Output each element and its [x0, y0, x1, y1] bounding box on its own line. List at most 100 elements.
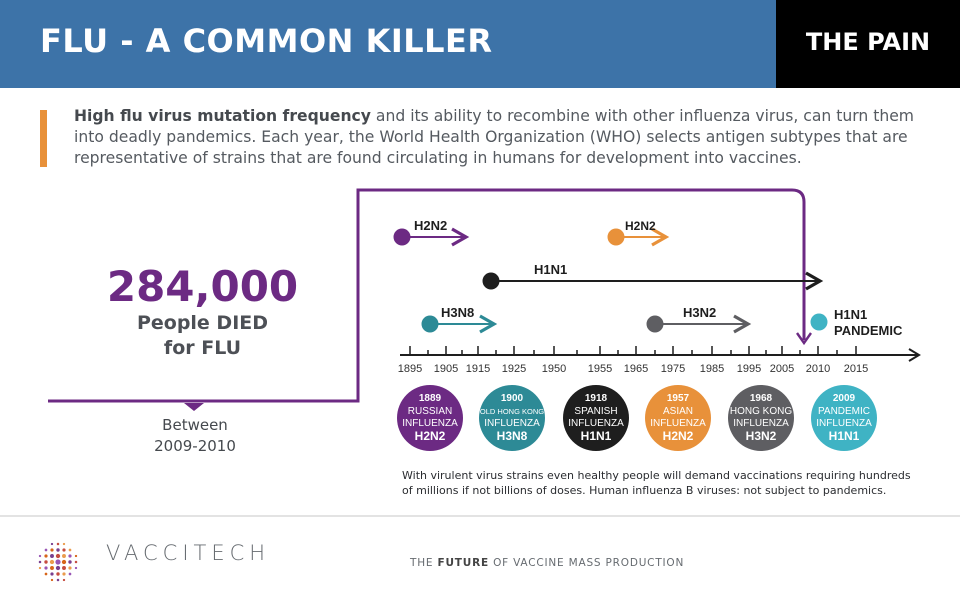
strain-arrow-h3n2: H3N2 — [646, 305, 752, 334]
logo-dot — [68, 554, 72, 558]
pandemic-subtype: H3N8 — [497, 429, 528, 443]
header: FLU - A COMMON KILLER THE PAIN — [0, 0, 960, 88]
intro-bold: High flu virus mutation frequency — [74, 107, 371, 125]
footer: VACCITECH THE FUTURE OF VACCINE MASS PRO… — [0, 515, 960, 602]
pandemic-subtype: H2N2 — [415, 429, 446, 443]
axis-tick-label: 1915 — [466, 363, 490, 375]
bracket-connector — [48, 188, 806, 403]
logo-dot — [50, 548, 54, 552]
logo-dot — [55, 565, 61, 571]
logo-dot — [55, 559, 61, 565]
logo-dot — [62, 554, 66, 558]
pandemic-disc — [479, 385, 545, 451]
pandemic-disc — [811, 385, 877, 451]
header-section-band: THE PAIN — [776, 0, 960, 88]
logo-dot — [44, 572, 48, 576]
pandemic-name: PANDEMIC — [818, 406, 870, 417]
pandemic-name: ASIAN — [663, 406, 693, 417]
timeline-graphic: H2N2 H2N2 H1N1 H3N8 H3N2 H1N1 PANDEMIC 1… — [48, 188, 921, 451]
logo-dot — [50, 542, 54, 546]
logo-dot — [68, 572, 72, 576]
note-text: With virulent virus strains even healthy… — [402, 469, 911, 497]
axis-tick-label: 2010 — [806, 363, 830, 375]
logo-dot — [44, 554, 48, 558]
logo-dot — [49, 559, 55, 565]
pandemic-type: INFLUENZA — [816, 418, 872, 429]
pandemic-subtype: H2N2 — [663, 429, 694, 443]
axis-tick-label: 1995 — [737, 363, 761, 375]
axis-tick-label: 1985 — [700, 363, 724, 375]
pandemic-type: INFLUENZA — [733, 418, 789, 429]
header-title-band: FLU - A COMMON KILLER — [0, 0, 776, 88]
axis-tick-label: 2015 — [844, 363, 868, 375]
brand-name: VACCITECH — [106, 541, 271, 565]
pandemic-year: 1889 — [419, 393, 442, 404]
logo-dot — [50, 572, 54, 576]
axis-ticks: 1895 1905 1915 1925 1950 1955 1965 1975 1985 1995… — [398, 346, 868, 375]
pandemic-type: INFLUENZA — [402, 418, 458, 429]
logo-dot — [44, 548, 48, 552]
logo-dot — [44, 560, 48, 564]
pandemic-disc — [563, 385, 629, 451]
logo-dot — [38, 566, 42, 570]
pandemic-name: RUSSIAN — [408, 406, 452, 417]
tagline-post: OF VACCINE MASS PRODUCTION — [488, 557, 685, 569]
axis-tick-label: 1905 — [434, 363, 458, 375]
pandemic-year: 2009 — [833, 393, 856, 404]
logo-dot — [62, 572, 66, 576]
intro-paragraph: High flu virus mutation frequency and it… — [74, 106, 924, 169]
strain-arrow-h3n8: H3N8 — [421, 305, 498, 334]
strain-label-h2n2-orange: H2N2 — [625, 219, 656, 233]
logo-dot — [50, 554, 54, 558]
logo-dot — [62, 548, 66, 552]
bracket-pointer — [184, 403, 204, 411]
strain-marker-h1n1-pandemic: H1N1 PANDEMIC — [810, 307, 903, 338]
strain-label-h1n1-pandemic-1: H1N1 — [834, 307, 867, 322]
tagline-bold: FUTURE — [437, 557, 489, 569]
pandemic-type: INFLUENZA — [568, 418, 624, 429]
logo-dot — [62, 566, 66, 570]
pandemic-name: HONG KONG — [730, 406, 792, 417]
logo-dot — [68, 560, 72, 564]
pandemic-subtype: H1N1 — [581, 429, 612, 443]
pandemic-subtype: H3N2 — [746, 429, 777, 443]
logo-dot — [38, 560, 42, 564]
axis-tick-label: 1925 — [502, 363, 526, 375]
logo-dot — [61, 559, 67, 565]
pandemic-subtype: H1N1 — [829, 429, 860, 443]
section-label: THE PAIN — [805, 28, 931, 56]
pandemic-type: INFLUENZA — [650, 418, 706, 429]
logo-dot — [50, 566, 54, 570]
axis-tick-label: 1965 — [624, 363, 648, 375]
axis-tick-label: 1895 — [398, 363, 422, 375]
axis-tick-label: 2005 — [770, 363, 794, 375]
between-range: 2009-2010 — [154, 437, 236, 455]
pandemic-year: 1900 — [501, 393, 524, 404]
logo-dot — [38, 554, 42, 558]
logo-dot — [44, 566, 48, 570]
logo-dot — [74, 566, 78, 570]
logo-dot — [56, 578, 60, 582]
pandemic-year: 1957 — [667, 393, 690, 404]
strain-label-h2n2-purple: H2N2 — [414, 218, 447, 233]
page-title: FLU - A COMMON KILLER — [40, 22, 493, 60]
strain-arrow-h1n1: H1N1 — [482, 262, 824, 291]
axis-tick-label: 1975 — [661, 363, 685, 375]
between-label: Between — [162, 416, 228, 434]
axis-tick-label: 1955 — [588, 363, 612, 375]
brand-logo-icon — [38, 542, 78, 582]
strain-label-h1n1-pandemic-2: PANDEMIC — [834, 323, 903, 338]
logo-dot — [56, 542, 60, 546]
pandemic-type: INFLUENZA — [484, 418, 540, 429]
pandemic-name: OLD HONG KONG — [480, 407, 544, 416]
accent-bar — [40, 110, 47, 167]
bracket-arrowhead — [796, 332, 812, 346]
pandemic-disc — [728, 385, 794, 451]
pandemic-year: 1918 — [585, 393, 608, 404]
tagline-pre: THE — [410, 557, 438, 569]
